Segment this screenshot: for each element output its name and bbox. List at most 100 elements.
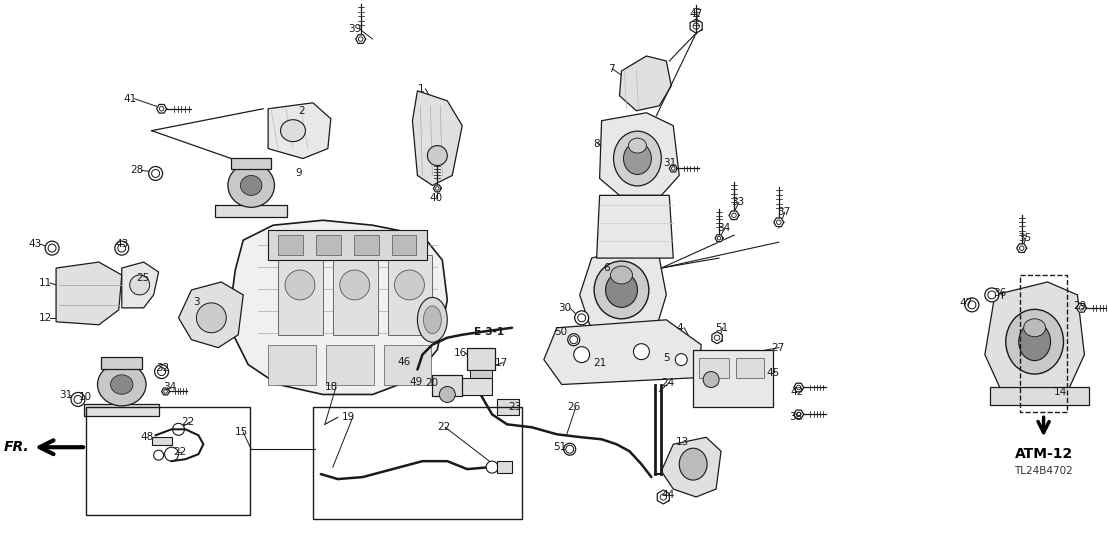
Text: 49: 49	[409, 377, 422, 387]
Circle shape	[564, 444, 576, 455]
Circle shape	[440, 387, 455, 403]
Text: 40: 40	[430, 194, 442, 204]
Ellipse shape	[98, 363, 146, 406]
Circle shape	[148, 166, 163, 180]
Text: 8: 8	[593, 139, 599, 149]
Text: 18: 18	[325, 383, 338, 393]
Ellipse shape	[1024, 319, 1046, 337]
Polygon shape	[773, 218, 783, 227]
Text: 9: 9	[295, 169, 301, 179]
Polygon shape	[122, 262, 158, 308]
Text: 46: 46	[397, 357, 410, 367]
Text: 6: 6	[603, 263, 609, 273]
Bar	[1019, 275, 1067, 413]
Circle shape	[130, 275, 150, 295]
Circle shape	[45, 241, 59, 255]
Text: 23: 23	[509, 403, 521, 413]
Text: FR.: FR.	[3, 440, 29, 454]
Polygon shape	[596, 195, 674, 258]
Text: ATM-12: ATM-12	[1015, 447, 1073, 461]
Circle shape	[575, 311, 588, 325]
Text: 50: 50	[555, 327, 567, 337]
Text: 11: 11	[39, 278, 52, 288]
Polygon shape	[661, 437, 721, 497]
Bar	[84, 404, 160, 415]
Polygon shape	[712, 332, 722, 344]
Circle shape	[394, 270, 424, 300]
Text: 51: 51	[715, 323, 728, 333]
Ellipse shape	[628, 138, 646, 153]
Text: 51: 51	[554, 442, 567, 452]
Text: 7: 7	[608, 64, 615, 74]
Text: 22: 22	[182, 418, 195, 427]
Bar	[268, 230, 428, 260]
Polygon shape	[715, 234, 724, 242]
Polygon shape	[657, 490, 669, 504]
Text: 15: 15	[235, 427, 248, 437]
Text: 12: 12	[39, 313, 52, 323]
Polygon shape	[793, 410, 803, 419]
Circle shape	[285, 270, 315, 300]
Bar	[326, 345, 373, 384]
Polygon shape	[985, 282, 1085, 398]
Text: 21: 21	[594, 358, 607, 368]
Text: TL24B4702: TL24B4702	[1014, 466, 1073, 476]
Bar	[353, 235, 379, 255]
Circle shape	[173, 424, 185, 435]
Text: 26: 26	[567, 403, 581, 413]
Circle shape	[196, 303, 226, 333]
Polygon shape	[178, 282, 244, 348]
Circle shape	[675, 354, 687, 366]
Circle shape	[155, 364, 168, 379]
Ellipse shape	[594, 261, 649, 319]
Text: 27: 27	[771, 343, 784, 353]
Ellipse shape	[606, 273, 637, 307]
Ellipse shape	[611, 266, 633, 284]
Text: 44: 44	[661, 490, 675, 500]
Circle shape	[71, 393, 85, 406]
Circle shape	[115, 241, 129, 255]
Circle shape	[165, 447, 178, 461]
Ellipse shape	[614, 131, 661, 186]
Bar	[391, 235, 417, 255]
Text: 10: 10	[79, 393, 92, 403]
Text: 2: 2	[298, 106, 305, 116]
Text: 13: 13	[676, 437, 689, 447]
Bar	[278, 235, 302, 255]
Polygon shape	[690, 19, 702, 33]
Text: 36: 36	[993, 288, 1006, 298]
Ellipse shape	[1006, 309, 1064, 374]
Circle shape	[985, 288, 998, 302]
Polygon shape	[619, 56, 671, 111]
Bar	[312, 408, 522, 519]
Ellipse shape	[679, 448, 707, 480]
Polygon shape	[729, 211, 739, 220]
Polygon shape	[412, 91, 462, 185]
Polygon shape	[1017, 244, 1027, 252]
Polygon shape	[57, 262, 122, 325]
Ellipse shape	[111, 375, 133, 394]
Bar	[458, 378, 492, 395]
Text: 30: 30	[558, 303, 572, 313]
Text: 31: 31	[59, 390, 72, 400]
Polygon shape	[579, 248, 666, 338]
Bar	[699, 358, 729, 378]
Text: 34: 34	[164, 383, 177, 393]
Bar	[497, 461, 512, 473]
Circle shape	[428, 145, 448, 165]
Bar	[388, 255, 432, 335]
Text: 34: 34	[717, 223, 730, 233]
Bar	[989, 388, 1089, 405]
Ellipse shape	[418, 298, 448, 342]
Bar	[736, 358, 763, 378]
Ellipse shape	[1018, 323, 1050, 361]
Text: 5: 5	[664, 353, 670, 363]
Polygon shape	[356, 35, 366, 43]
Circle shape	[965, 298, 978, 312]
Polygon shape	[433, 185, 441, 192]
Text: 32: 32	[156, 363, 170, 373]
Text: 19: 19	[341, 413, 355, 422]
Circle shape	[340, 270, 370, 300]
Text: 48: 48	[141, 432, 154, 442]
Text: 38: 38	[789, 413, 802, 422]
